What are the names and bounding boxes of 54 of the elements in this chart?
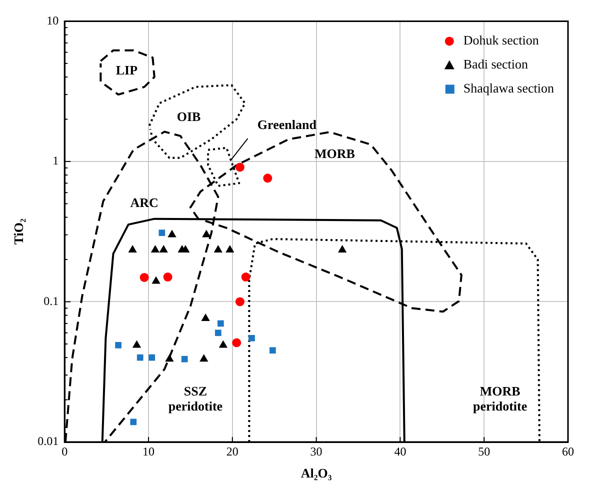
x-tick-label: 30 [310, 444, 322, 458]
point [150, 244, 160, 252]
y-tick-label: 1 [52, 154, 59, 168]
point [232, 338, 242, 348]
annotation: ARC [130, 195, 158, 210]
point [248, 334, 255, 342]
x-tick-label: 50 [478, 444, 490, 458]
x-tick-label: 20 [226, 444, 238, 458]
line-series [207, 146, 240, 187]
point [226, 244, 234, 252]
point [269, 347, 276, 354]
point [165, 354, 174, 362]
point [159, 244, 168, 252]
annotation: MORB [314, 146, 356, 161]
annotation: LIP [116, 62, 138, 78]
annotation: OIB [176, 109, 202, 124]
point [218, 340, 228, 348]
point [214, 244, 222, 252]
point [148, 354, 156, 361]
x-tick-label: 10 [142, 444, 154, 458]
y-tick-label: 0.01 [38, 434, 59, 448]
annotation: Greenland [257, 117, 318, 132]
legend-label: Shaqlawa section [463, 80, 554, 96]
point [168, 230, 176, 238]
annotation: SSZ peridotite [168, 384, 223, 414]
point [163, 272, 172, 282]
y-tick-label: 0.1 [44, 294, 59, 308]
point [217, 320, 224, 327]
y-tick-label: 10 [46, 13, 59, 28]
point [241, 272, 250, 282]
point [201, 313, 210, 321]
y-axis-title: TiO₂ [11, 218, 26, 245]
x-tick-label: 60 [562, 444, 574, 458]
x-tick-label: 40 [394, 444, 406, 458]
point [152, 276, 160, 284]
point [136, 354, 144, 361]
legend-label: Dohuk section [463, 32, 540, 48]
x-tick-label: 0 [62, 444, 68, 458]
point [235, 297, 244, 306]
point [158, 230, 166, 236]
point [128, 244, 137, 252]
point [140, 272, 149, 282]
point [214, 330, 222, 336]
point [130, 418, 137, 426]
point [200, 354, 208, 362]
point [338, 244, 347, 252]
point [181, 356, 188, 362]
annotation: MORB peridotite [472, 384, 528, 414]
point [115, 342, 122, 348]
line-series [100, 49, 156, 96]
point [202, 230, 211, 238]
point [132, 340, 142, 348]
legend-label: Badi section [463, 56, 529, 72]
x-axis-title: Al₂O₃ [300, 466, 332, 481]
